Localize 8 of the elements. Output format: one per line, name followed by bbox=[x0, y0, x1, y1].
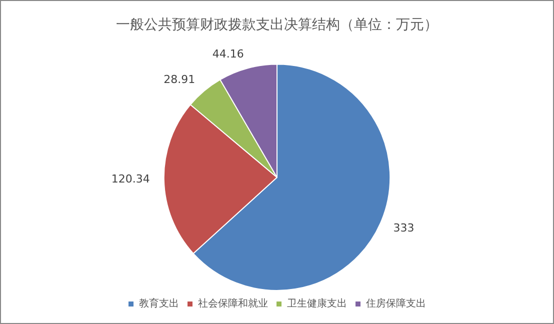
legend-label: 教育支出 bbox=[139, 298, 179, 310]
data-label: 44.16 bbox=[212, 48, 244, 61]
data-label: 333 bbox=[393, 222, 414, 235]
legend-label: 卫生健康支出 bbox=[287, 298, 347, 310]
chart-title: 一般公共预算财政拨款支出决算结构（单位：万元） bbox=[116, 17, 438, 34]
data-label: 120.34 bbox=[111, 172, 150, 186]
legend-label: 社会保障和就业 bbox=[198, 298, 268, 310]
data-label: 28.91 bbox=[164, 73, 196, 86]
